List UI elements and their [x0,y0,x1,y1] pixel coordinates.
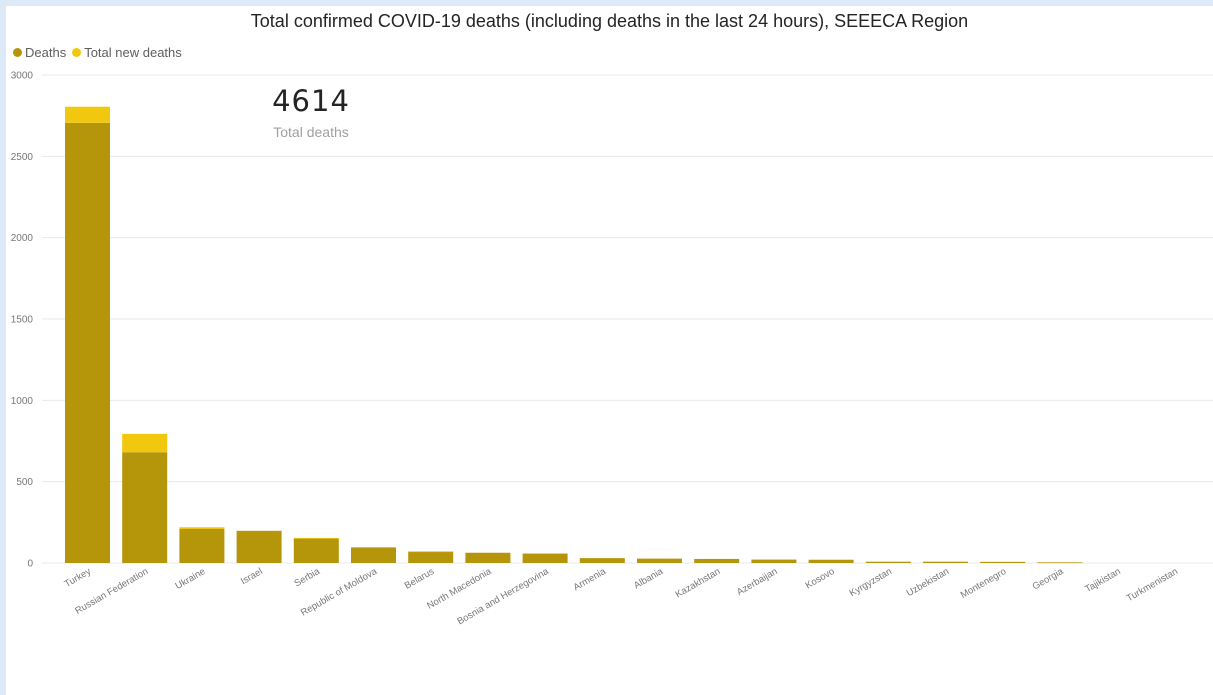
x-tick-label: Turkey [63,566,94,590]
y-tick-label: 2000 [11,233,34,244]
bar-new-deaths[interactable] [65,106,110,123]
legend-swatch-new-deaths [72,47,82,57]
x-tick-label: Montenegro [959,566,1008,601]
bar-deaths[interactable] [122,452,168,563]
bar-deaths[interactable] [694,558,740,563]
x-tick-label: Bosnia and Herzegovina [455,566,551,628]
x-tick-label: Uzbekistan [905,566,951,599]
x-tick-label: Azerbaijan [735,566,779,598]
y-tick-label: 0 [27,559,33,570]
x-tick-label: Georgia [1031,566,1066,593]
bar-new-deaths[interactable] [179,527,225,530]
bar-deaths[interactable] [293,538,339,563]
x-tick-label: Israel [239,566,265,587]
x-tick-label: Tajikistan [1083,566,1122,595]
legend-item-deaths[interactable]: Deaths [13,45,66,60]
bar-deaths[interactable] [1037,562,1083,564]
bar-deaths[interactable] [751,559,797,563]
legend-swatch-deaths [13,47,22,57]
legend-item-new-deaths[interactable]: Total new deaths [72,45,182,60]
bar-deaths[interactable] [522,553,568,563]
chart-panel: Total confirmed COVID-19 deaths (includi… [6,6,1213,695]
legend-label-deaths: Deaths [25,44,67,60]
bar-new-deaths[interactable] [293,537,339,539]
bar-deaths[interactable] [65,122,110,563]
x-tick-label: Kosovo [804,566,837,591]
kpi-card: 4614 Total deaths [246,84,376,140]
kpi-value: 4614 [272,84,350,118]
y-tick-label: 2500 [11,152,34,163]
x-tick-label: Kazakhstan [674,566,723,600]
bar-new-deaths[interactable] [408,551,454,553]
bar-deaths[interactable] [637,558,682,563]
x-tick-label: Albania [632,566,666,592]
x-tick-label: Belarus [403,566,437,592]
legend-label-new-deaths: Total new deaths [84,44,182,60]
bar-deaths[interactable] [579,558,625,563]
bar-deaths[interactable] [408,551,454,563]
x-tick-label: Ukraine [174,566,208,592]
x-tick-label: Turkmenistan [1125,566,1180,604]
bar-deaths[interactable] [465,552,511,563]
bar-deaths[interactable] [865,561,911,563]
x-tick-label: Armenia [572,566,609,594]
x-tick-label: Serbia [293,566,323,590]
bar-deaths[interactable] [236,530,282,563]
legend: Deaths Total new deaths [13,45,188,60]
chart-title: Total confirmed COVID-19 deaths (includi… [250,11,969,31]
bar-deaths[interactable] [351,547,396,563]
bar-new-deaths[interactable] [122,433,168,453]
y-tick-label: 1000 [11,396,34,407]
y-tick-label: 1500 [11,315,34,326]
bar-deaths[interactable] [923,561,968,563]
bar-deaths[interactable] [179,529,225,563]
y-tick-label: 3000 [11,71,34,82]
bar-deaths[interactable] [980,561,1026,563]
x-tick-label: Kyrgyzstan [848,566,894,599]
kpi-label: Total deaths [273,124,349,140]
bar-deaths[interactable] [808,559,854,563]
y-tick-label: 500 [16,477,33,488]
